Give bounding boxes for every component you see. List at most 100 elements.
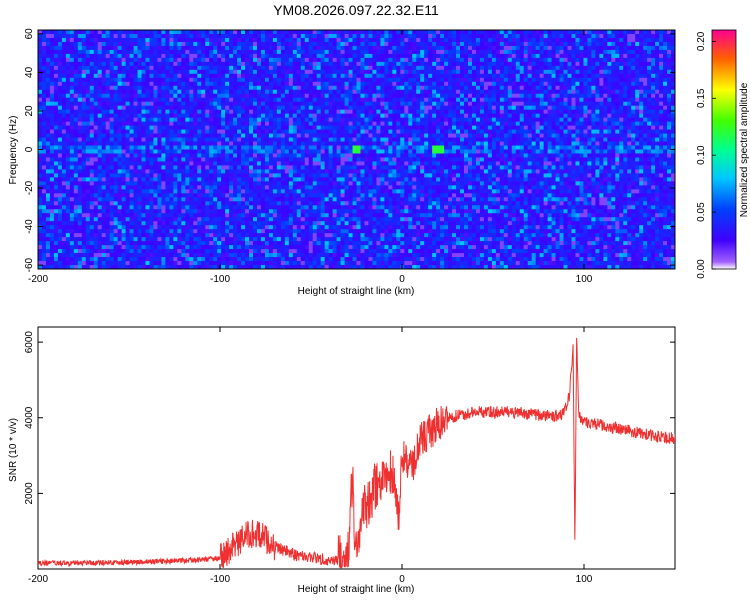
spectrogram-cell [93, 125, 99, 130]
spectrogram-cell [408, 37, 413, 43]
spectrogram-cell [531, 133, 537, 138]
spectrogram-cell [332, 141, 337, 146]
spectrogram-cell [555, 37, 560, 43]
spectrogram-cell [428, 57, 433, 63]
spectrogram-cell [284, 61, 290, 67]
spectrogram-cell [41, 30, 47, 35]
spectrogram-cell [217, 57, 222, 63]
spectrogram-cell [539, 37, 545, 43]
spectrogram-cell [436, 121, 441, 126]
spectrogram-cell [563, 105, 568, 111]
spectrogram-cell [109, 45, 115, 51]
spectrogram-cell [392, 109, 397, 115]
spectrogram-cell [193, 117, 198, 123]
spectrogram-cell [189, 81, 194, 87]
spectrogram-cell [93, 101, 99, 107]
spectrogram-cell [591, 105, 596, 111]
spectrogram-cell [563, 69, 568, 75]
spectrogram-cell [635, 149, 640, 154]
spectrogram-cell [45, 69, 51, 75]
spectrogram-cell [531, 73, 537, 79]
spectrogram-cell [360, 125, 365, 130]
spectrogram-cell [45, 141, 51, 146]
spectrogram-cell [603, 85, 608, 91]
spectrogram-cell [249, 57, 254, 63]
spectrogram-cell [643, 145, 648, 150]
spectrogram-cell [125, 77, 130, 83]
spectrogram-cell [571, 57, 576, 63]
spectrogram-cell [631, 57, 636, 63]
spectrogram-cell [320, 30, 326, 35]
spectrogram-cell [177, 33, 182, 39]
spectrogram-cell [583, 89, 588, 95]
spectrogram-cell [125, 153, 130, 158]
spectrogram-cell [38, 109, 43, 115]
spectrogram-cell [65, 145, 71, 150]
spectrogram-cell [475, 125, 481, 130]
spectrogram-cell [483, 41, 489, 47]
spectrogram-cell [408, 97, 413, 103]
spectrogram-cell [583, 49, 588, 55]
spectrogram-cell [137, 117, 142, 123]
spectrogram-cell [643, 53, 648, 59]
spectrogram-cell [635, 69, 640, 75]
spectrogram-cell [647, 69, 652, 75]
spectrogram-cell [643, 73, 648, 79]
spectrogram-cell [559, 30, 564, 35]
spectrogram-cell [272, 141, 278, 146]
spectrogram-cell [659, 105, 664, 111]
spectrogram-cell [233, 49, 238, 55]
spectrogram-cell [376, 85, 381, 91]
spectrogram-cell [483, 133, 489, 138]
spectrogram-cell [181, 129, 186, 134]
spectrogram-cell [567, 145, 572, 150]
spectrogram-cell [436, 125, 441, 130]
spectrogram-cell [631, 85, 636, 91]
spectrogram-cell [205, 73, 210, 79]
spectrogram-cell [109, 153, 115, 158]
spectrogram-cell [113, 85, 119, 91]
spectrogram-cell [161, 30, 166, 35]
spectrogram-cell [173, 133, 178, 138]
spectrogram-cell [324, 37, 330, 43]
spectrogram-cell [117, 153, 123, 158]
spectrogram-cell [420, 69, 425, 75]
spectrogram-cell [129, 61, 134, 67]
spectrogram-cell [639, 45, 644, 51]
spectrogram-cell [268, 89, 274, 95]
spectrogram-cell [603, 117, 608, 123]
spectrogram-cell [145, 85, 150, 91]
spectrogram-cell [276, 65, 282, 71]
spectrogram-cell [487, 133, 493, 138]
spectrogram-cell [599, 49, 604, 55]
spectrogram-cell [523, 69, 529, 75]
spectrogram-cell [316, 45, 322, 51]
spectrogram-cell [571, 73, 576, 79]
spectrogram-cell [185, 93, 190, 99]
spectrogram-cell [241, 45, 246, 51]
spectrogram-cell [615, 73, 620, 79]
spectrogram-cell [332, 69, 337, 75]
spectrogram-cell [157, 33, 162, 39]
spectrogram-cell [225, 89, 230, 95]
spectrogram-cell [436, 61, 441, 67]
spectrogram-cell [221, 137, 226, 142]
spectrogram-cell [607, 49, 612, 55]
spectrogram-cell [571, 89, 576, 95]
spectrogram-cell [463, 109, 469, 115]
spectrogram-cell [408, 145, 413, 150]
spectrogram-cell [189, 137, 194, 142]
spectrogram-cell [531, 137, 537, 142]
spectrogram-cell [49, 121, 55, 126]
spectrogram-cell [531, 65, 537, 71]
spectrogram-cell [667, 105, 672, 111]
spectrogram-cell [117, 81, 123, 87]
spectrogram-cell [452, 121, 457, 126]
spectrogram-cell [276, 133, 282, 138]
spectrogram-cell [241, 141, 246, 146]
spectrogram-cell [607, 117, 612, 123]
spectrogram-cell [173, 109, 178, 115]
spectrogram-cell [276, 89, 282, 95]
spectrogram-cell [452, 45, 457, 51]
spectrogram-cell [38, 41, 43, 47]
